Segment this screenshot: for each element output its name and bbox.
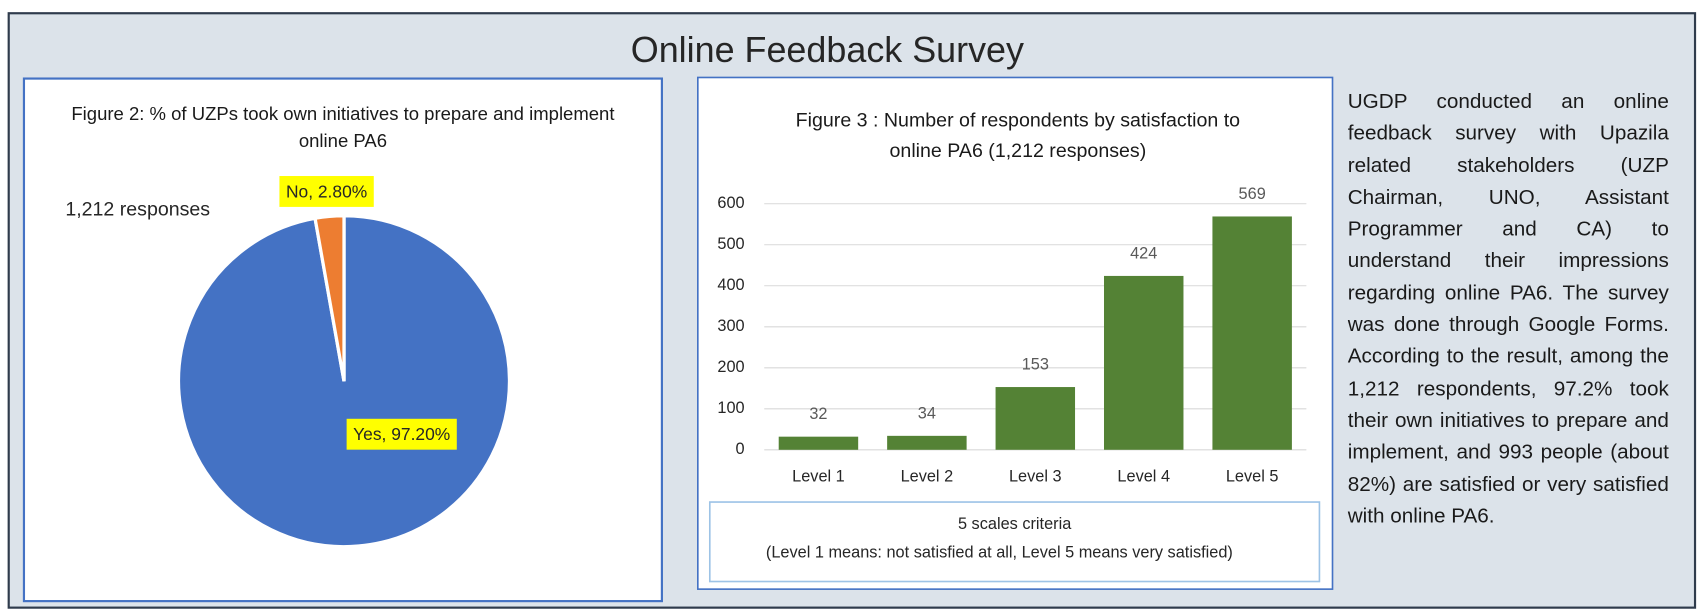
pie-title-box: Figure 2: % of UZPs took own initiatives…	[71, 103, 615, 152]
y-tick-label: 0	[736, 440, 745, 458]
x-tick-label: Level 3	[1009, 467, 1062, 485]
pie-slice	[313, 214, 346, 382]
page-title: Online Feedback Survey	[631, 29, 1024, 70]
bar	[995, 387, 1076, 450]
data-label: 32	[809, 405, 827, 423]
marks: Yes, 97.20% No, 2.80% 0 100 200 300 400 500 600 3…	[176, 176, 1307, 549]
description: UGDP conducted an online feedback survey…	[1347, 90, 1669, 529]
data-label: Yes, 97.20%	[353, 424, 450, 444]
text-box: UGDP conducted an online feedback survey…	[1347, 90, 1669, 529]
bar-title-box: Figure 3 : Number of respondents by sati…	[795, 109, 1241, 162]
x-tick-label: Level 5	[1226, 467, 1279, 485]
data-label: 34	[918, 404, 936, 422]
criteria-box	[708, 501, 1321, 583]
x-tick-label: Level 2	[901, 467, 954, 485]
pie-title: Figure 2: % of UZPs took own initiatives…	[71, 103, 615, 152]
x-tick-label: Level 4	[1117, 467, 1170, 485]
data-label: No, 2.80%	[286, 181, 367, 201]
y-tick-label: 400	[717, 276, 744, 294]
data-label: 569	[1239, 185, 1266, 203]
label-background	[279, 176, 374, 207]
bar	[778, 436, 859, 450]
bar	[1212, 216, 1292, 450]
pie-annotation: 1,212 responses	[65, 198, 210, 220]
y-tick-label: 600	[717, 194, 744, 212]
data-label: 424	[1130, 244, 1157, 262]
bar	[1103, 275, 1184, 450]
y-tick-label: 200	[717, 358, 744, 376]
y-tick-label: 300	[717, 317, 744, 335]
bar	[887, 435, 967, 450]
label-background	[346, 418, 457, 450]
y-tick-label: 100	[717, 399, 744, 417]
data-label: 153	[1022, 356, 1049, 374]
bar-title: Figure 3 : Number of respondents by sati…	[795, 109, 1241, 162]
x-tick-label: Level 1	[792, 467, 845, 485]
criteria-text: (Level 1 means: not satisfied at all, Le…	[766, 544, 1233, 562]
y-tick-label: 500	[717, 235, 744, 253]
criteria-title: 5 scales criteria	[958, 515, 1072, 533]
